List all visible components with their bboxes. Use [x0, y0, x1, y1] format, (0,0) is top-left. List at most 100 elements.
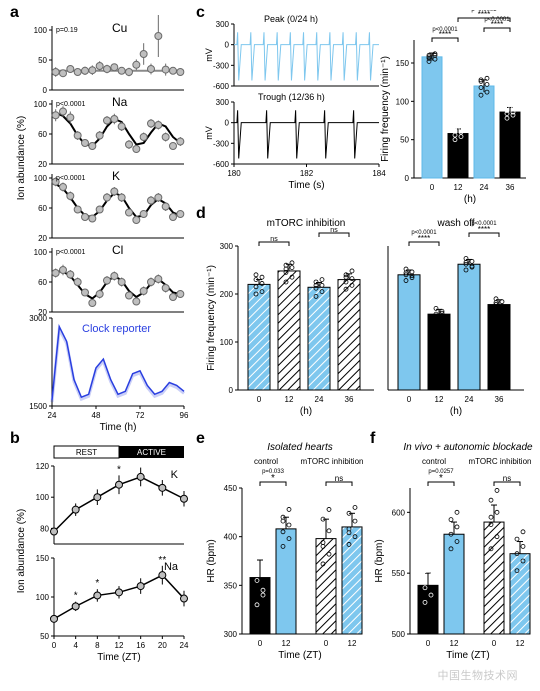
- svg-text:0: 0: [492, 639, 497, 648]
- svg-text:300: 300: [216, 98, 230, 107]
- svg-text:0: 0: [229, 386, 234, 395]
- svg-text:p=0.0257: p=0.0257: [428, 469, 454, 475]
- svg-text:Ion abundance (%): Ion abundance (%): [16, 509, 27, 594]
- svg-text:HR (bpm): HR (bpm): [374, 539, 385, 582]
- svg-text:4: 4: [73, 641, 78, 650]
- svg-text:12: 12: [454, 183, 463, 192]
- svg-text:50: 50: [40, 632, 49, 641]
- svg-text:mV: mV: [204, 48, 214, 62]
- svg-text:Time (s): Time (s): [288, 180, 324, 191]
- svg-text:*: *: [74, 591, 78, 602]
- svg-text:12: 12: [285, 395, 294, 404]
- svg-text:12: 12: [348, 639, 357, 648]
- svg-text:Peak (0/24 h): Peak (0/24 h): [264, 14, 318, 24]
- svg-text:0: 0: [258, 639, 263, 648]
- svg-text:96: 96: [180, 411, 189, 420]
- svg-text:mTORC inhibition: mTORC inhibition: [301, 457, 364, 466]
- svg-text:-600: -600: [213, 82, 230, 91]
- svg-text:Firing frequency (min⁻¹): Firing frequency (min⁻¹): [380, 56, 391, 162]
- svg-text:p<0.0001: p<0.0001: [56, 101, 85, 108]
- svg-text:p<0.0001: p<0.0001: [56, 175, 85, 182]
- svg-text:ns: ns: [503, 474, 511, 483]
- svg-text:24: 24: [480, 183, 489, 192]
- svg-text:500: 500: [392, 630, 406, 639]
- svg-text:48: 48: [92, 411, 101, 420]
- svg-text:p=0.19: p=0.19: [56, 27, 78, 34]
- svg-text:Time (ZT): Time (ZT): [446, 650, 490, 661]
- svg-text:HR (bpm): HR (bpm): [206, 539, 217, 582]
- svg-text:20: 20: [38, 160, 47, 169]
- svg-text:300: 300: [220, 242, 234, 251]
- svg-text:450: 450: [224, 484, 238, 493]
- svg-text:60: 60: [38, 204, 47, 213]
- svg-text:ns: ns: [270, 236, 278, 243]
- svg-text:350: 350: [224, 581, 238, 590]
- svg-text:24: 24: [315, 395, 324, 404]
- svg-text:-600: -600: [213, 160, 230, 169]
- panel-a: Ion abundance (%)050100Cup=0.192060100Na…: [12, 12, 192, 432]
- svg-text:-300: -300: [213, 61, 230, 70]
- svg-text:In vivo + autonomic blockade: In vivo + autonomic blockade: [403, 442, 533, 453]
- svg-text:80: 80: [40, 524, 49, 533]
- svg-text:Na: Na: [112, 95, 128, 109]
- svg-text:Isolated hearts: Isolated hearts: [267, 442, 333, 453]
- svg-text:wash off: wash off: [436, 218, 474, 229]
- svg-text:184: 184: [372, 169, 386, 178]
- svg-text:100: 100: [34, 174, 48, 183]
- svg-text:3000: 3000: [29, 314, 47, 323]
- svg-text:24: 24: [465, 395, 474, 404]
- svg-text:200: 200: [220, 290, 234, 299]
- svg-text:mTORC inhibition: mTORC inhibition: [469, 457, 532, 466]
- svg-text:12: 12: [516, 639, 525, 648]
- svg-text:ACTIVE: ACTIVE: [137, 448, 166, 457]
- svg-text:Trough (12/36 h): Trough (12/36 h): [258, 92, 325, 102]
- svg-text:Ion abundance (%): Ion abundance (%): [16, 116, 27, 201]
- svg-text:0: 0: [430, 183, 435, 192]
- svg-text:550: 550: [392, 569, 406, 578]
- svg-text:50: 50: [38, 56, 47, 65]
- svg-text:60: 60: [38, 130, 47, 139]
- svg-text:36: 36: [345, 395, 354, 404]
- svg-text:50: 50: [400, 136, 409, 145]
- svg-text:600: 600: [392, 508, 406, 517]
- svg-text:16: 16: [136, 641, 145, 650]
- svg-text:150: 150: [396, 59, 410, 68]
- svg-text:36: 36: [495, 395, 504, 404]
- svg-text:300: 300: [224, 630, 238, 639]
- svg-text:72: 72: [136, 411, 145, 420]
- svg-text:100: 100: [36, 593, 50, 602]
- panel-d: Firing frequency (min⁻¹)0100200300mTORC …: [204, 210, 534, 430]
- svg-text:*: *: [117, 464, 121, 475]
- svg-text:12: 12: [435, 395, 444, 404]
- svg-text:24: 24: [180, 641, 189, 650]
- svg-text:Time (h): Time (h): [100, 422, 137, 432]
- svg-text:(h): (h): [450, 406, 462, 417]
- svg-text:0: 0: [225, 119, 230, 128]
- svg-text:****: ****: [439, 30, 451, 39]
- svg-text:Time (ZT): Time (ZT): [278, 650, 322, 661]
- svg-text:ns: ns: [330, 227, 338, 234]
- svg-text:p<0.0001: p<0.0001: [411, 230, 437, 236]
- svg-text:Cu: Cu: [112, 21, 127, 35]
- svg-text:400: 400: [224, 533, 238, 542]
- svg-text:p<0.0001: p<0.0001: [56, 249, 85, 256]
- panel-e: 300350400450HR (bpm)Isolated heartscontr…: [204, 438, 369, 688]
- svg-text:p<0.0001: p<0.0001: [471, 221, 497, 227]
- svg-text:182: 182: [300, 169, 314, 178]
- svg-text:0: 0: [52, 641, 57, 650]
- svg-text:Time (ZT): Time (ZT): [97, 652, 141, 663]
- svg-text:100: 100: [34, 26, 48, 35]
- svg-text:12: 12: [282, 639, 291, 648]
- svg-text:-300: -300: [213, 139, 230, 148]
- svg-text:100: 100: [396, 97, 410, 106]
- panel-f: 500 550 600 HR (bpm) In vivo + autonomic blo…: [372, 438, 537, 688]
- svg-text:REST: REST: [76, 448, 97, 457]
- svg-text:180: 180: [227, 169, 241, 178]
- svg-text:ns: ns: [335, 474, 343, 483]
- svg-text:0: 0: [426, 639, 431, 648]
- svg-text:100: 100: [34, 248, 48, 257]
- svg-text:Na: Na: [164, 561, 179, 573]
- svg-text:8: 8: [95, 641, 100, 650]
- svg-text:K: K: [112, 169, 120, 183]
- svg-text:p=0.033: p=0.033: [262, 469, 285, 475]
